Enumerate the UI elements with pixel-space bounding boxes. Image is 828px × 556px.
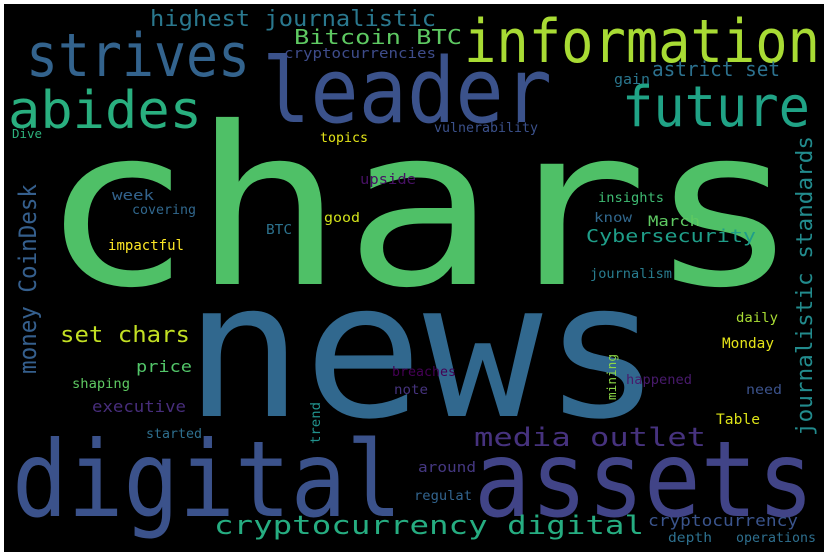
word-future: future — [622, 75, 810, 140]
word-executive: executive — [92, 397, 186, 416]
word-gain: gain — [614, 72, 650, 88]
word-happened: happened — [626, 373, 692, 388]
word-media-outlet: media outlet — [474, 423, 706, 453]
word-covering: covering — [132, 203, 196, 218]
word-cryptocurrency: cryptocurrency — [648, 511, 798, 530]
word-money-coindesk: money CoinDesk — [14, 183, 42, 374]
word-cloud-canvas: chars news digital assets leader informa… — [4, 4, 824, 552]
word-topics: topics — [320, 131, 368, 146]
word-around: around — [418, 460, 476, 476]
word-week: week — [112, 188, 155, 204]
word-abides: abides — [8, 81, 202, 141]
word-news: news — [184, 242, 662, 461]
word-regulat: regulat — [414, 489, 472, 504]
word-started: started — [146, 427, 202, 442]
word-digital: digital — [12, 419, 402, 541]
word-insights: insights — [598, 191, 664, 206]
word-note: note — [394, 383, 428, 398]
word-mining: mining — [605, 354, 619, 400]
word-upside: upside — [360, 172, 416, 188]
word-shaping: shaping — [72, 377, 130, 392]
word-monday: Monday — [722, 336, 774, 352]
word-journalism: journalism — [590, 267, 672, 282]
word-highest-journalistic: highest journalistic — [150, 7, 436, 32]
word-price: price — [136, 357, 192, 376]
word-set-chars: set chars — [60, 323, 190, 348]
word-chars: chars — [40, 80, 800, 336]
word-depth: depth — [668, 531, 712, 546]
word-impactful: impactful — [108, 238, 184, 254]
word-cloud-background — [4, 4, 824, 552]
word-cryptocurrency-digital: cryptocurrency digital — [214, 511, 644, 541]
word-trend: trend — [309, 402, 324, 444]
word-cloud: chars news digital assets leader informa… — [4, 4, 824, 552]
word-strives: strives — [26, 21, 250, 91]
word-cybersecurity: Cybersecurity — [586, 226, 756, 247]
word-good: good — [324, 211, 360, 226]
word-assets: assets — [474, 419, 814, 541]
word-know: know — [594, 211, 632, 226]
word-march: March — [648, 214, 700, 230]
word-need: need — [746, 383, 782, 398]
word-astrict-set: astrict set — [652, 57, 780, 81]
word-breaches: breaches — [392, 365, 456, 380]
word-cryptocurrencies: cryptocurrencies — [284, 46, 436, 62]
word-vulnerability: vulnerability — [434, 121, 538, 136]
word-leader: leader — [262, 39, 552, 144]
word-operations: operations — [736, 531, 816, 546]
word-bitcoin-btc: Bitcoin BTC — [294, 25, 462, 49]
word-journalistic-standards: journalistic standards — [793, 136, 818, 436]
word-daily: daily — [736, 311, 778, 326]
word-dive: Dive — [12, 127, 42, 141]
word-btc: BTC — [266, 223, 292, 238]
word-table: Table — [716, 412, 760, 428]
word-information: information — [464, 7, 820, 77]
